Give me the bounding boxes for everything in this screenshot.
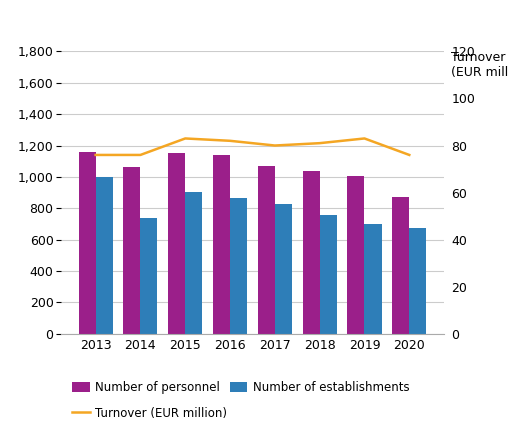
Bar	[123, 167, 140, 334]
Bar	[185, 192, 202, 334]
Bar	[347, 176, 364, 334]
Bar	[95, 177, 112, 334]
Bar	[140, 218, 157, 334]
Bar	[230, 198, 246, 334]
Bar	[302, 171, 319, 334]
Turnover (EUR million)	[137, 152, 143, 158]
Line: Turnover (EUR million): Turnover (EUR million)	[95, 139, 409, 155]
Turnover (EUR million)	[406, 152, 412, 158]
Bar	[168, 153, 185, 334]
Turnover (EUR million)	[92, 152, 98, 158]
Legend: Turnover (EUR million): Turnover (EUR million)	[67, 402, 232, 424]
Bar	[409, 228, 426, 334]
Y-axis label: Turnover
(EUR million): Turnover (EUR million)	[450, 51, 509, 79]
Bar	[364, 224, 381, 334]
Bar	[274, 205, 291, 334]
Turnover (EUR million)	[227, 138, 233, 143]
Bar	[391, 196, 409, 334]
Turnover (EUR million)	[182, 136, 188, 141]
Bar	[258, 166, 274, 334]
Bar	[78, 152, 95, 334]
Bar	[213, 155, 230, 334]
Turnover (EUR million)	[361, 136, 367, 141]
Turnover (EUR million)	[316, 140, 322, 146]
Bar	[319, 214, 336, 334]
Turnover (EUR million)	[271, 143, 277, 148]
